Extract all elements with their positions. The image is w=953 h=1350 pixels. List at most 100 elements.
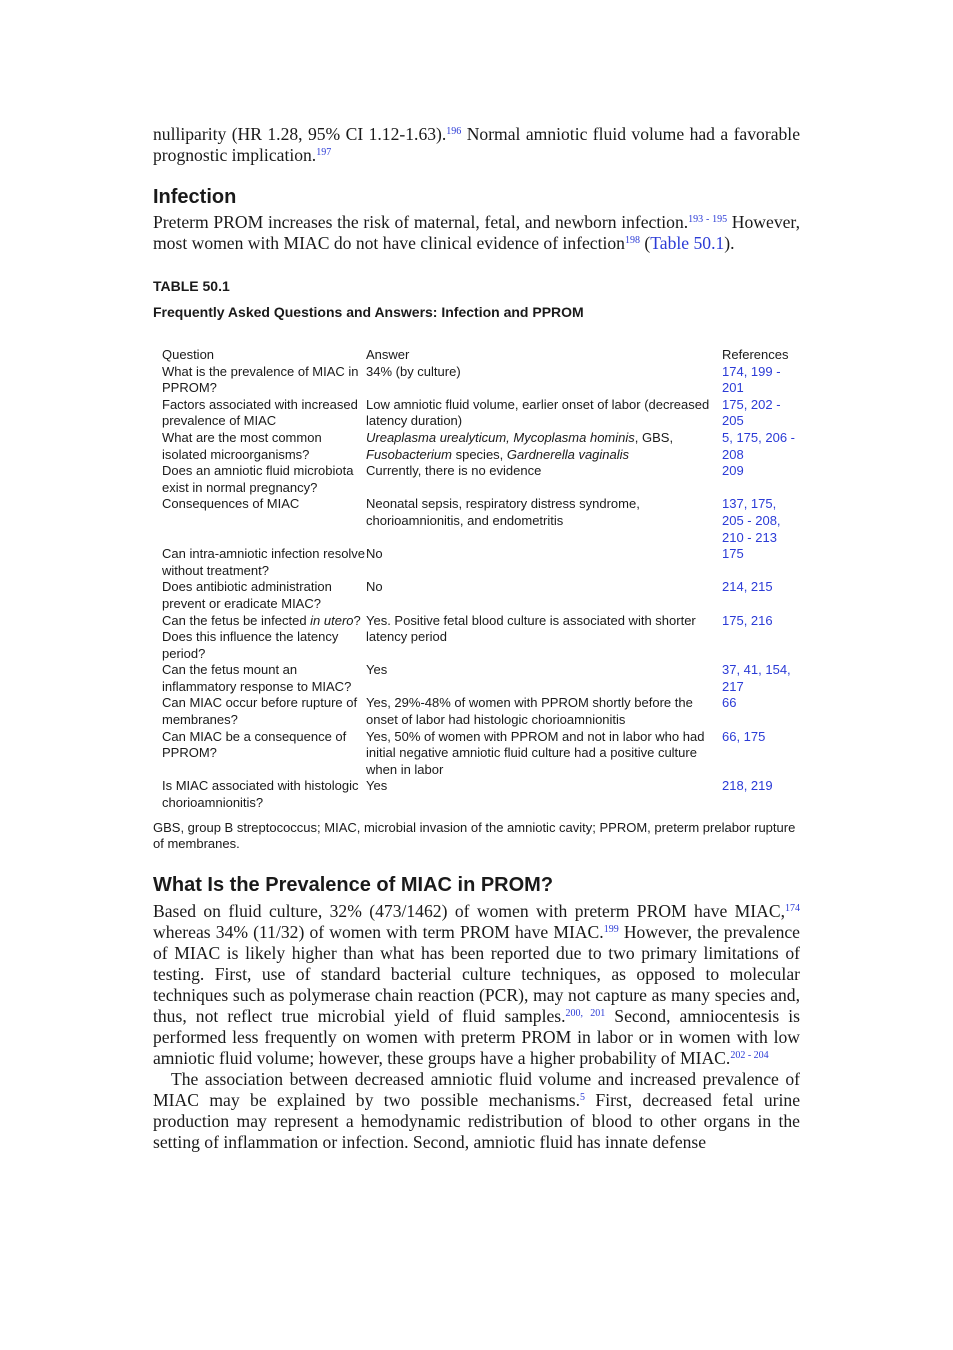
- table-label: TABLE 50.1: [153, 278, 230, 294]
- table-title: Frequently Asked Questions and Answers: …: [153, 304, 584, 320]
- reference: 174: [785, 902, 800, 914]
- references-cell: 5, 175, 206 - 208: [722, 429, 795, 462]
- text-run: Neonatal sepsis, respiratory distress sy…: [366, 496, 640, 528]
- references-cell: 175, 216: [722, 612, 773, 628]
- question-cell: Can the fetus be infected in utero? Does…: [162, 613, 366, 663]
- table-row: Does antibiotic administration prevent o…: [162, 579, 800, 612]
- text-run: Yes: [366, 778, 388, 794]
- text-run: Yes, 29%-48% of women with PPROM shortly…: [366, 695, 693, 728]
- references-cell: 66: [722, 695, 737, 711]
- references-cell: 37, 41, 154, 217: [722, 662, 791, 694]
- text-run: nulliparity (HR 1.28, 95% CI 1.12-1.63).: [153, 124, 447, 144]
- reference: 193 - 195: [688, 214, 728, 225]
- text-run: Factors associated with increased preval…: [162, 396, 358, 429]
- text-run: However, the prevalence of MIAC is likel…: [153, 921, 800, 1026]
- header-row: Question Answer References: [162, 347, 800, 364]
- italic-text: in utero: [310, 612, 354, 628]
- table-row: Consequences of MIAC Neonatal sepsis, res…: [162, 496, 800, 546]
- text-run: Yes, 50% of women with PPROM and not in …: [366, 728, 705, 777]
- table-row: What is the prevalence of MIAC in PPROM?…: [162, 364, 800, 397]
- text-run: What is the prevalence of MIAC in PPROM?: [162, 363, 359, 396]
- reference: 5: [580, 1091, 586, 1103]
- header-cell: Answer: [366, 347, 410, 362]
- reference: 198: [624, 235, 640, 246]
- references-cell: 218, 219: [722, 778, 773, 794]
- header-cell: References: [722, 347, 789, 362]
- answer-cell: Ureaplasma urealyticum, Mycoplasma homin…: [366, 430, 722, 463]
- text-run: Can intra-amniotic infection resolve wit…: [162, 546, 366, 578]
- reference: 197: [316, 147, 332, 158]
- answer-cell: 34% (by culture): [366, 364, 722, 397]
- question-cell: Factors associated with increased preval…: [162, 397, 366, 430]
- table-row: Factors associated with increased preval…: [162, 397, 800, 430]
- table-row: Does an amniotic fluid microbiota exist …: [162, 463, 800, 496]
- references-cell: 175, 202 - 205: [722, 396, 781, 429]
- text-run: Does antibiotic administration prevent o…: [162, 579, 332, 611]
- answer-cell: Yes, 50% of women with PPROM and not in …: [366, 729, 722, 779]
- reference: 199: [603, 923, 619, 935]
- references-cell: 214, 215: [722, 579, 773, 595]
- text-run: Preterm PROM increases the risk of mater…: [153, 212, 689, 232]
- references-cell: 209: [722, 463, 744, 479]
- answer-cell: Yes: [366, 662, 722, 695]
- question-cell: What is the prevalence of MIAC in PPROM?: [162, 364, 366, 397]
- text-run: The association between decreased amniot…: [153, 1068, 800, 1110]
- text-run: Normal amniotic fluid volume had a favor…: [153, 124, 800, 165]
- answer-cell: No: [366, 579, 722, 612]
- text-run: (: [639, 233, 651, 253]
- paragraph: Preterm PROM increases the risk of mater…: [153, 212, 800, 254]
- paragraph: The association between decreased amniot…: [153, 1069, 800, 1153]
- table-row: Can the fetus mount an inflammatory resp…: [162, 662, 800, 695]
- text-run: First, decreased fetal urine production …: [153, 1089, 800, 1152]
- text-run: whereas 34% (11/32) of women with term P…: [153, 921, 604, 942]
- italic-text: Gardnerella vaginalis: [506, 446, 630, 462]
- references-cell: 174, 199 - 201: [722, 363, 781, 396]
- text-run: No: [366, 546, 383, 562]
- text-run: Does an amniotic fluid microbiota exist …: [162, 463, 354, 495]
- italic-text: Ureaplasma urealyticum, Mycoplasma homin…: [366, 429, 635, 445]
- table-row: What are the most common isolated microo…: [162, 430, 800, 463]
- text-run: 34% (by culture): [366, 363, 461, 379]
- table-row: Is MIAC associated with histologic chori…: [162, 778, 800, 811]
- question-cell: Is MIAC associated with histologic chori…: [162, 778, 366, 811]
- text-run: , GBS,: [634, 429, 674, 445]
- table-footnote: GBS, group B streptococcus; MIAC, microb…: [153, 819, 796, 852]
- header-cell: Question: [162, 347, 215, 362]
- heading: What Is the Prevalence of MIAC in PROM?: [153, 873, 554, 896]
- text-run: ? Does this influence the latency period…: [162, 612, 361, 661]
- question-cell: What are the most common isolated microo…: [162, 430, 366, 463]
- answer-cell: No: [366, 546, 722, 579]
- text-run: Yes. Positive fetal blood culture is ass…: [366, 612, 696, 645]
- text-run: Can the fetus be infected: [162, 612, 311, 628]
- answer-cell: Neonatal sepsis, respiratory distress sy…: [366, 496, 722, 546]
- question-cell: Does antibiotic administration prevent o…: [162, 579, 366, 612]
- question-cell: Does an amniotic fluid microbiota exist …: [162, 463, 366, 496]
- text-run: Can the fetus mount an inflammatory resp…: [162, 662, 352, 694]
- text-run: Can MIAC occur before rupture of membran…: [162, 695, 358, 728]
- answer-cell: Currently, there is no evidence: [366, 463, 722, 496]
- table-row: Can MIAC be a consequence of PPROM? Yes, …: [162, 729, 800, 779]
- italic-text: Fusobacterium: [366, 446, 452, 462]
- references-cell: 175: [722, 546, 744, 562]
- text-run: ).: [724, 233, 735, 253]
- text-run: Low amniotic fluid volume, earlier onset…: [366, 396, 710, 429]
- question-cell: Can MIAC occur before rupture of membran…: [162, 695, 366, 728]
- question-cell: Consequences of MIAC: [162, 496, 366, 546]
- text-run: species,: [451, 446, 507, 462]
- references-cell: 137, 175, 205 - 208, 210 - 213: [722, 496, 781, 545]
- reference: 196: [446, 126, 462, 137]
- question-cell: Can MIAC be a consequence of PPROM?: [162, 729, 366, 779]
- text-run: Is MIAC associated with histologic chori…: [162, 778, 359, 811]
- paragraph: nulliparity (HR 1.28, 95% CI 1.12-1.63).…: [153, 124, 800, 166]
- text-run: However, most women with MIAC do not hav…: [153, 212, 800, 253]
- question-cell: Can the fetus mount an inflammatory resp…: [162, 662, 366, 695]
- question-cell: Can intra-amniotic infection resolve wit…: [162, 546, 366, 579]
- answer-cell: Yes, 29%-48% of women with PPROM shortly…: [366, 695, 722, 728]
- answer-cell: Yes. Positive fetal blood culture is ass…: [366, 613, 722, 663]
- text-run: Yes: [366, 662, 388, 678]
- text-run: Second, amniocentesis is performed less …: [153, 1005, 801, 1068]
- text-run: Currently, there is no evidence: [366, 463, 542, 479]
- text-run: What are the most common isolated microo…: [162, 429, 322, 462]
- text-run: Consequences of MIAC: [162, 496, 300, 512]
